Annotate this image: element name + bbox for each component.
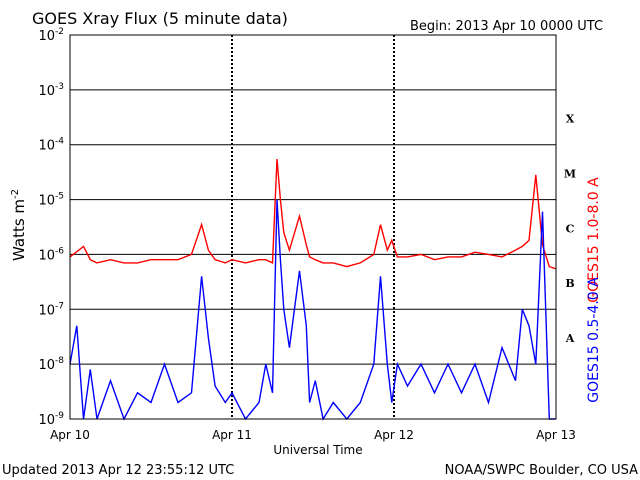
flare-class-label: B <box>565 277 574 290</box>
flare-class-label: A <box>565 332 575 345</box>
y-tick-label: 10-3 <box>38 82 64 99</box>
gridlines <box>70 34 556 420</box>
x-tick-label: Apr 13 <box>536 428 576 442</box>
flare-class-label: M <box>564 167 576 180</box>
series-line-short <box>69 199 556 421</box>
y-tick-label: 10-7 <box>38 301 64 318</box>
legend-entry-short: GOES15 0.5-4.0 A <box>586 277 602 403</box>
x-tick-label: Apr 12 <box>374 428 414 442</box>
flare-class-labels: A B C M X <box>564 113 576 345</box>
y-tick-label: 10-2 <box>38 27 64 44</box>
x-tick-label: Apr 11 <box>212 428 252 442</box>
y-tick-labels: 10-9 10-8 10-7 10-6 10-5 10-4 10-3 10-2 <box>38 27 64 428</box>
y-tick-label: 10-4 <box>38 137 64 154</box>
y-axis-title-exp: -2 <box>10 189 21 199</box>
legend-entry-long: GOES15 1.0-8.0 A <box>586 177 602 303</box>
begin-label: Begin: 2013 Apr 10 0000 UTC <box>410 19 603 34</box>
y-tick-label: 10-9 <box>38 411 64 428</box>
flare-class-label: X <box>566 113 575 126</box>
series-line-long <box>69 158 556 270</box>
y-axis-title: Watts m-2 <box>10 189 28 261</box>
y-tick-label: 10-5 <box>38 192 64 209</box>
y-tick-label: 10-6 <box>38 246 64 263</box>
x-axis-title: Universal Time <box>273 443 362 457</box>
x-tick-label: Apr 10 <box>50 428 90 442</box>
updated-text: Updated 2013 Apr 12 23:55:12 UTC <box>2 463 234 478</box>
credit-text: NOAA/SWPC Boulder, CO USA <box>445 463 638 478</box>
x-tick-labels: Apr 10 Apr 11 Apr 12 Apr 13 <box>50 428 576 442</box>
plot-frame <box>69 34 557 420</box>
flare-class-label: C <box>566 222 575 235</box>
y-axis-title-base: Watts m <box>10 199 28 261</box>
chart-title: GOES Xray Flux (5 minute data) <box>32 9 288 28</box>
y-tick-label: 10-8 <box>38 356 64 373</box>
